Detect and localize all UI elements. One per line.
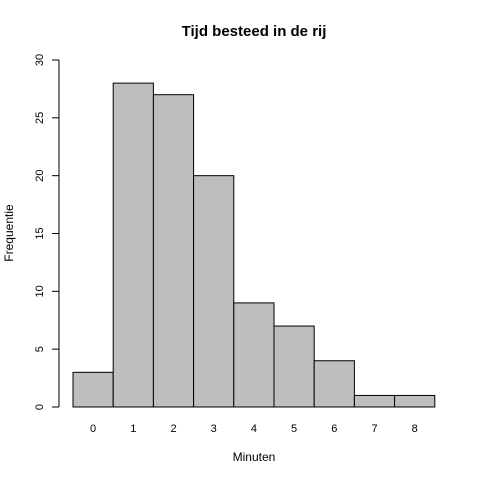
bar-8: [394, 394, 436, 408]
y-tick-label-10: 10: [34, 285, 46, 297]
x-tick-label-4: 4: [251, 423, 257, 435]
bars-group: [72, 82, 436, 408]
bar-0: [72, 371, 114, 408]
bar-4: [233, 302, 275, 408]
x-tick-label-2: 2: [170, 423, 176, 435]
bar-5: [273, 325, 315, 408]
bar-1: [112, 82, 154, 408]
y-axis-label: Frequentie: [2, 204, 16, 262]
x-axis-ticks: 0 1 2 3 4 5 6 7 8: [90, 423, 418, 435]
x-tick-label-1: 1: [130, 423, 136, 435]
y-tick-label-30: 30: [34, 54, 46, 66]
x-axis-label: Minuten: [233, 450, 276, 464]
x-tick-label-0: 0: [90, 423, 96, 435]
chart-title: Tijd besteed in de rij: [182, 23, 327, 40]
y-axis: 0 5 10 15 20 25 30: [34, 54, 60, 410]
x-tick-label-5: 5: [291, 423, 297, 435]
y-tick-label-0: 0: [34, 404, 46, 410]
x-tick-label-7: 7: [371, 423, 377, 435]
x-tick-label-3: 3: [211, 423, 217, 435]
bar-3: [193, 175, 235, 408]
bar-6: [313, 360, 355, 408]
x-tick-label-6: 6: [331, 423, 337, 435]
y-tick-label-5: 5: [34, 346, 46, 352]
bar-2: [152, 94, 195, 408]
y-tick-label-20: 20: [34, 170, 46, 182]
y-tick-label-25: 25: [34, 112, 46, 124]
x-tick-label-8: 8: [412, 423, 418, 435]
bar-7: [353, 394, 396, 408]
y-tick-label-15: 15: [34, 227, 46, 239]
